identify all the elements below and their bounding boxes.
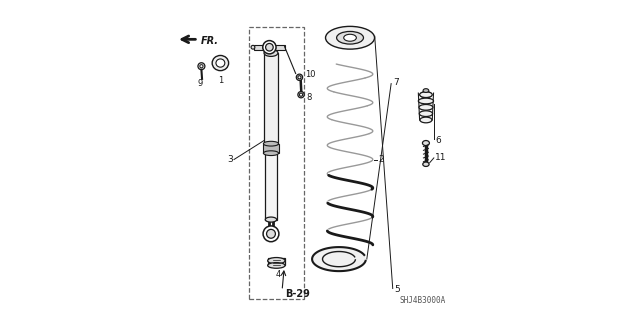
Text: 7: 7 — [393, 78, 399, 86]
Text: 6: 6 — [435, 136, 441, 145]
Text: 10: 10 — [305, 70, 316, 78]
Ellipse shape — [251, 45, 255, 49]
Ellipse shape — [263, 41, 276, 54]
Ellipse shape — [268, 263, 285, 268]
Bar — [264, 144, 278, 153]
Ellipse shape — [264, 151, 278, 156]
Ellipse shape — [423, 89, 429, 93]
Text: 11: 11 — [435, 153, 447, 162]
Ellipse shape — [420, 117, 432, 123]
Text: SHJ4B3000A: SHJ4B3000A — [399, 296, 446, 305]
Text: FR.: FR. — [200, 36, 218, 46]
Ellipse shape — [423, 162, 429, 167]
Text: 8: 8 — [307, 93, 312, 102]
Ellipse shape — [326, 26, 374, 49]
Ellipse shape — [337, 32, 364, 44]
Ellipse shape — [266, 217, 276, 222]
Ellipse shape — [298, 92, 304, 98]
Ellipse shape — [298, 76, 301, 79]
Text: 3: 3 — [227, 155, 233, 164]
Ellipse shape — [268, 257, 285, 264]
Ellipse shape — [344, 34, 356, 41]
Ellipse shape — [264, 49, 278, 56]
Ellipse shape — [266, 43, 273, 51]
Ellipse shape — [200, 65, 203, 68]
Bar — [249, 27, 304, 299]
Ellipse shape — [296, 74, 303, 80]
Text: 4: 4 — [275, 271, 280, 279]
Text: 2: 2 — [378, 155, 384, 164]
Text: 1: 1 — [218, 76, 223, 85]
Ellipse shape — [419, 111, 433, 116]
Bar — [264, 53, 278, 148]
Ellipse shape — [420, 92, 432, 98]
Ellipse shape — [420, 92, 431, 98]
Ellipse shape — [419, 98, 433, 104]
Ellipse shape — [263, 226, 279, 242]
Text: 5: 5 — [394, 285, 400, 294]
Bar — [253, 45, 285, 50]
Ellipse shape — [264, 145, 278, 151]
Ellipse shape — [216, 59, 225, 67]
Bar — [268, 257, 285, 265]
Ellipse shape — [300, 93, 303, 96]
Ellipse shape — [266, 229, 275, 238]
Ellipse shape — [264, 141, 278, 146]
Ellipse shape — [198, 63, 205, 70]
Text: B-29: B-29 — [285, 289, 310, 299]
Bar — [266, 152, 276, 219]
Polygon shape — [312, 247, 365, 271]
Ellipse shape — [419, 105, 433, 110]
Ellipse shape — [422, 141, 429, 145]
Text: 9: 9 — [197, 79, 202, 88]
Ellipse shape — [212, 56, 228, 70]
